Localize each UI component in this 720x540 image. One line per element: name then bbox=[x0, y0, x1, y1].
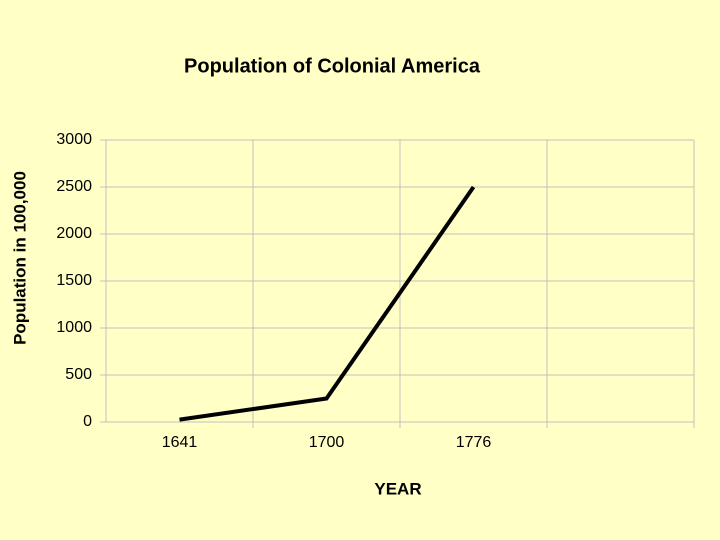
y-tick-label: 2000 bbox=[56, 225, 92, 242]
y-tick-label: 2500 bbox=[56, 178, 92, 195]
y-axis-title: Population in 100,000 bbox=[10, 171, 29, 345]
data-line bbox=[179, 185, 476, 422]
x-tick-label: 1641 bbox=[162, 434, 198, 451]
x-axis-title: YEAR bbox=[374, 479, 421, 498]
x-tick-label: 1776 bbox=[456, 434, 492, 451]
y-tick-label: 0 bbox=[83, 413, 92, 430]
y-tick-label: 1000 bbox=[56, 319, 92, 336]
x-tick-label: 1700 bbox=[309, 434, 345, 451]
chart-title: Population of Colonial America bbox=[184, 55, 481, 77]
y-tick-label: 3000 bbox=[56, 131, 92, 148]
y-tick-label: 500 bbox=[65, 366, 92, 383]
y-tick-label: 1500 bbox=[56, 272, 92, 289]
